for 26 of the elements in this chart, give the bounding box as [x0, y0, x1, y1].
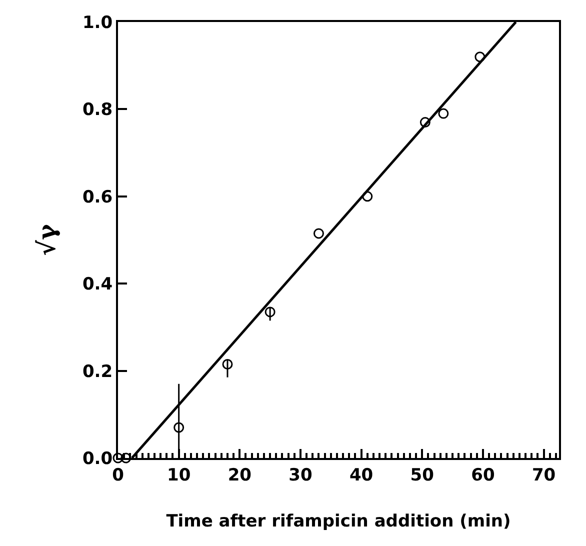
point: [313, 228, 324, 239]
x-axis-title: Time after rifampicin addition (min): [166, 511, 511, 532]
point: [420, 117, 430, 128]
x-tick-label: 70: [532, 465, 556, 486]
point: [222, 359, 233, 370]
point: [174, 422, 184, 433]
x-tick-label: 10: [166, 465, 191, 486]
x-tick-label: 20: [228, 465, 252, 486]
point: [362, 191, 373, 202]
point: [438, 108, 449, 119]
point: [112, 452, 124, 464]
x-tick-label: 0: [112, 465, 124, 486]
x-tick-label: 60: [471, 465, 495, 486]
y-tick-label: 1.0: [82, 12, 113, 33]
y-axis-title: √γ: [32, 224, 62, 256]
point: [120, 452, 132, 464]
x-tick-label: 30: [288, 465, 312, 486]
y-tick-label: 0.4: [82, 274, 113, 295]
y-tick-label: 0.0: [82, 448, 113, 469]
point: [264, 306, 276, 318]
point: [474, 52, 486, 62]
y-tick-label: 0.8: [82, 100, 113, 120]
x-tick-label: 40: [349, 465, 374, 486]
y-tick-label: 0.2: [82, 362, 113, 382]
x-tick-label: 50: [410, 465, 434, 486]
y-tick-label: 0.6: [82, 187, 113, 208]
